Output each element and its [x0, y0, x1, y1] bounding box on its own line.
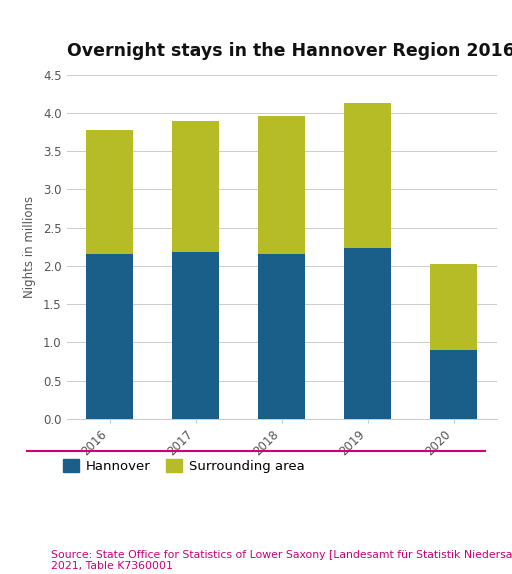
- Bar: [86, 254, 133, 419]
- Bar: [172, 252, 219, 419]
- Bar: [344, 103, 391, 249]
- Bar: [172, 121, 219, 252]
- Bar: [344, 249, 391, 419]
- Bar: [258, 116, 305, 254]
- Bar: [258, 254, 305, 419]
- Bar: [430, 265, 477, 350]
- Text: Source: State Office for Statistics of Lower Saxony [Landesamt für Statistik Nie: Source: State Office for Statistics of L…: [51, 549, 512, 571]
- Y-axis label: Nights in millions: Nights in millions: [23, 196, 36, 298]
- Legend: Hannover, Surrounding area: Hannover, Surrounding area: [58, 454, 310, 479]
- Bar: [86, 130, 133, 254]
- Text: Overnight stays in the Hannover Region 2016 to 2020: Overnight stays in the Hannover Region 2…: [67, 42, 512, 60]
- Bar: [430, 350, 477, 419]
